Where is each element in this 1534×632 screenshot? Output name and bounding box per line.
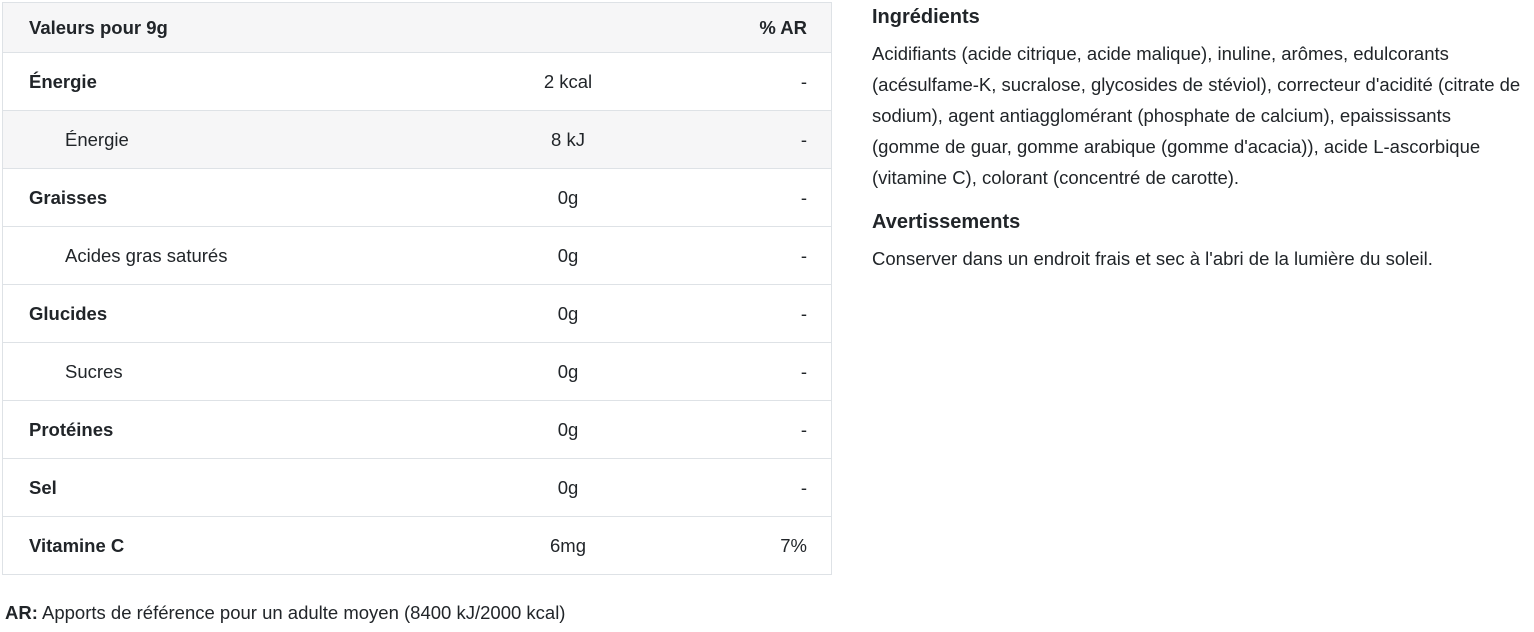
nutrient-ar: - [800,244,807,266]
nutrient-value: 0g [557,476,579,498]
nutrient-value: 0g [557,302,579,324]
nutrient-label: Énergie [29,70,97,92]
nutrient-ar: - [800,186,807,208]
nutrient-value: 8 kJ [551,128,585,150]
ingredients-title: Ingrédients [872,6,980,28]
warnings-title: Avertissements [872,211,1021,233]
nutrient-ar: - [800,70,807,92]
details-column: Ingrédients Acidifiants (acide citrique,… [872,2,1522,274]
table-row: Vitamine C 6mg 7% [3,516,831,574]
nutrient-label: Énergie [65,128,129,150]
nutrient-label: Sucres [65,360,123,382]
table-row: Graisses 0g - [3,168,831,226]
nutrient-ar: - [800,418,807,440]
table-row: Acides gras saturés 0g - [3,226,831,284]
nutrient-ar: - [800,476,807,498]
table-row: Sucres 0g - [3,342,831,400]
nutrition-table-header: Valeurs pour 9g % AR [3,3,831,52]
table-row: Énergie 2 kcal - [3,52,831,110]
table-row: Énergie 8 kJ - [3,110,831,168]
nutrient-label: Graisses [29,186,108,208]
footnote-text: Apports de référence pour un adulte moye… [42,602,566,623]
nutrient-ar: - [800,302,807,324]
nutrient-label: Sel [29,476,57,498]
table-row: Protéines 0g - [3,400,831,458]
nutrient-ar: - [800,360,807,382]
nutrient-value: 0g [557,186,579,208]
nutrient-ar: 7% [780,534,807,556]
ingredients-text: Acidifiants (acide citrique, acide maliq… [872,43,1521,188]
nutrient-value: 0g [557,244,579,266]
nutrient-value: 6mg [550,534,586,556]
header-ar-label: % AR [759,16,807,38]
nutrient-label: Acides gras saturés [65,244,228,266]
nutrient-value: 0g [557,418,579,440]
nutrient-value: 0g [557,360,579,382]
table-row: Sel 0g - [3,458,831,516]
warnings-text: Conserver dans un endroit frais et sec à… [872,248,1433,269]
ingredients-section: Ingrédients Acidifiants (acide citrique,… [872,5,1522,193]
nutrient-value: 2 kcal [543,70,593,92]
nutrition-table: Valeurs pour 9g % AR Énergie 2 kcal - Én… [2,2,832,575]
footnote-prefix: AR: [5,602,38,623]
nutrient-label: Glucides [29,302,108,324]
nutrient-label: Protéines [29,418,114,440]
nutrition-table-body: Énergie 2 kcal - Énergie 8 kJ - Graisses… [3,52,831,574]
nutrition-column: Valeurs pour 9g % AR Énergie 2 kcal - Én… [2,2,832,624]
reference-intake-footnote: AR: Apports de référence pour un adulte … [5,602,832,624]
nutrient-label: Vitamine C [29,534,125,556]
nutrient-ar: - [800,128,807,150]
warnings-section: Avertissements Conserver dans un endroit… [872,210,1522,274]
header-serving-label: Valeurs pour 9g [29,16,168,38]
table-row: Glucides 0g - [3,284,831,342]
